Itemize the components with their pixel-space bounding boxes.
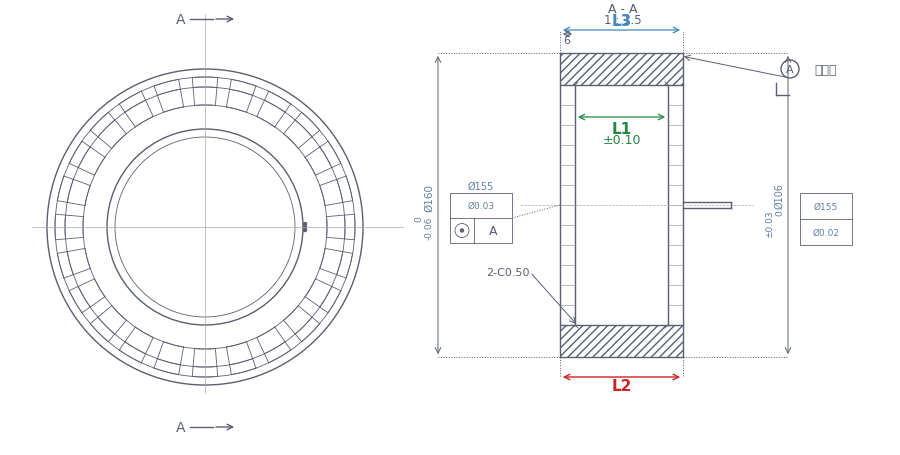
Text: L3: L3 [611, 14, 632, 29]
Bar [800, 193, 852, 245]
Text: 0
-0.06: 0 -0.06 [415, 216, 434, 239]
Text: ±0.03
0: ±0.03 0 [765, 210, 784, 238]
Text: L1: L1 [611, 122, 632, 137]
Circle shape [303, 229, 307, 232]
Text: Ø106: Ø106 [774, 182, 784, 208]
Circle shape [461, 229, 464, 233]
Text: A: A [176, 420, 185, 434]
Text: Ø155: Ø155 [814, 202, 838, 211]
Text: 2-C0.50: 2-C0.50 [487, 268, 530, 278]
Text: A: A [787, 65, 794, 75]
Text: A - A: A - A [608, 2, 638, 15]
Text: ±0.10: ±0.10 [602, 134, 641, 147]
Text: 不灸封: 不灸封 [814, 63, 836, 76]
Text: 1 : 1.5: 1 : 1.5 [604, 14, 642, 26]
Text: 6: 6 [563, 36, 571, 46]
Text: Ø0.02: Ø0.02 [813, 228, 840, 237]
Text: Ø155: Ø155 [468, 182, 494, 192]
Text: L2: L2 [611, 379, 632, 394]
Text: Ø0.03: Ø0.03 [467, 202, 495, 211]
Text: A: A [176, 13, 185, 27]
Circle shape [303, 226, 307, 229]
Text: A: A [489, 224, 497, 238]
Bar [560, 325, 683, 357]
Bar [560, 54, 683, 86]
Bar [450, 193, 512, 243]
Circle shape [303, 223, 307, 226]
Text: Ø160: Ø160 [424, 184, 434, 212]
